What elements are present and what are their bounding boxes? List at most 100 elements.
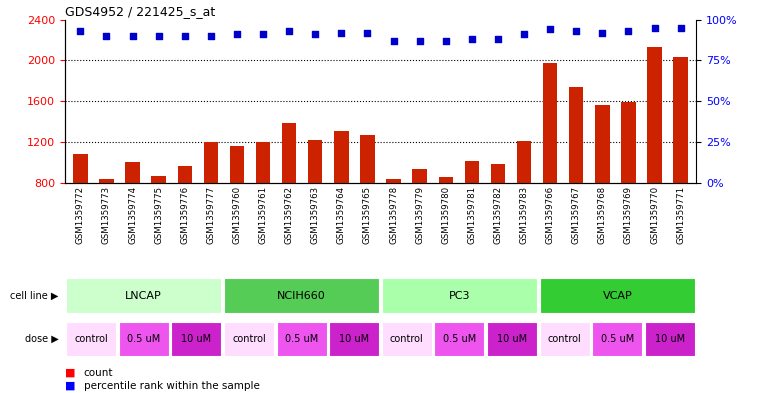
Text: GSM1359775: GSM1359775: [154, 186, 163, 244]
Text: control: control: [548, 334, 581, 344]
Point: [205, 33, 217, 39]
Text: GSM1359764: GSM1359764: [337, 186, 345, 244]
Bar: [334, 131, 349, 183]
Bar: [308, 140, 323, 183]
Text: GSM1359761: GSM1359761: [259, 186, 268, 244]
Text: GSM1359768: GSM1359768: [598, 186, 607, 244]
Text: GSM1359779: GSM1359779: [416, 186, 424, 244]
Text: GSM1359762: GSM1359762: [285, 186, 294, 244]
Point: [283, 28, 295, 34]
Bar: [621, 102, 635, 183]
Text: GSM1359774: GSM1359774: [128, 186, 137, 244]
Bar: [224, 321, 274, 356]
Text: percentile rank within the sample: percentile rank within the sample: [84, 381, 260, 391]
Bar: [73, 154, 88, 183]
Point: [570, 28, 582, 34]
Text: GSM1359783: GSM1359783: [520, 186, 529, 244]
Bar: [595, 105, 610, 183]
Bar: [412, 169, 427, 183]
Text: GSM1359763: GSM1359763: [310, 186, 320, 244]
Bar: [465, 162, 479, 183]
Point: [361, 29, 374, 36]
Text: GSM1359766: GSM1359766: [546, 186, 555, 244]
Text: GSM1359769: GSM1359769: [624, 186, 633, 244]
Point: [179, 33, 191, 39]
Text: control: control: [390, 334, 424, 344]
Bar: [387, 179, 401, 183]
Bar: [256, 143, 270, 183]
Text: GSM1359780: GSM1359780: [441, 186, 451, 244]
Point: [336, 29, 348, 36]
Text: cell line ▶: cell line ▶: [10, 291, 59, 301]
Text: control: control: [232, 334, 266, 344]
Bar: [66, 278, 221, 313]
Text: 0.5 uM: 0.5 uM: [600, 334, 634, 344]
Bar: [126, 162, 140, 183]
Text: 10 uM: 10 uM: [181, 334, 212, 344]
Point: [622, 28, 635, 34]
Text: 0.5 uM: 0.5 uM: [443, 334, 476, 344]
Point: [492, 36, 504, 42]
Text: 10 uM: 10 uM: [497, 334, 527, 344]
Point: [648, 25, 661, 31]
Text: ■: ■: [65, 367, 75, 378]
Point: [466, 36, 478, 42]
Text: GSM1359772: GSM1359772: [76, 186, 84, 244]
Text: 0.5 uM: 0.5 uM: [285, 334, 318, 344]
Bar: [487, 321, 537, 356]
Text: GSM1359773: GSM1359773: [102, 186, 111, 244]
Bar: [282, 123, 296, 183]
Bar: [276, 321, 326, 356]
Bar: [540, 321, 590, 356]
Text: VCAP: VCAP: [603, 291, 632, 301]
Point: [440, 38, 452, 44]
Point: [597, 29, 609, 36]
Bar: [517, 141, 531, 183]
Text: count: count: [84, 367, 113, 378]
Text: dose ▶: dose ▶: [25, 334, 59, 344]
Text: GSM1359781: GSM1359781: [467, 186, 476, 244]
Bar: [204, 143, 218, 183]
Point: [518, 31, 530, 37]
Bar: [171, 321, 221, 356]
Bar: [99, 179, 113, 183]
Bar: [540, 278, 695, 313]
Text: 10 uM: 10 uM: [339, 334, 369, 344]
Bar: [543, 64, 557, 183]
Point: [413, 38, 425, 44]
Text: GSM1359782: GSM1359782: [493, 186, 502, 244]
Text: NCIH660: NCIH660: [277, 291, 326, 301]
Point: [231, 31, 243, 37]
Text: ■: ■: [65, 381, 75, 391]
Bar: [360, 135, 374, 183]
Point: [387, 38, 400, 44]
Bar: [382, 278, 537, 313]
Point: [75, 28, 87, 34]
Text: 0.5 uM: 0.5 uM: [127, 334, 161, 344]
Bar: [177, 166, 192, 183]
Text: 10 uM: 10 uM: [655, 334, 685, 344]
Text: GSM1359771: GSM1359771: [677, 186, 685, 244]
Point: [126, 33, 139, 39]
Bar: [230, 145, 244, 183]
Point: [152, 33, 164, 39]
Bar: [382, 321, 431, 356]
Bar: [648, 47, 662, 183]
Bar: [438, 176, 453, 183]
Point: [309, 31, 321, 37]
Text: GSM1359777: GSM1359777: [206, 186, 215, 244]
Text: GSM1359778: GSM1359778: [389, 186, 398, 244]
Text: GDS4952 / 221425_s_at: GDS4952 / 221425_s_at: [65, 6, 215, 18]
Text: GSM1359776: GSM1359776: [180, 186, 189, 244]
Bar: [224, 278, 379, 313]
Text: GSM1359767: GSM1359767: [572, 186, 581, 244]
Point: [100, 33, 113, 39]
Text: GSM1359770: GSM1359770: [650, 186, 659, 244]
Text: control: control: [74, 334, 108, 344]
Bar: [673, 57, 688, 183]
Bar: [119, 321, 169, 356]
Bar: [592, 321, 642, 356]
Bar: [569, 87, 584, 183]
Bar: [645, 321, 695, 356]
Text: GSM1359760: GSM1359760: [232, 186, 241, 244]
